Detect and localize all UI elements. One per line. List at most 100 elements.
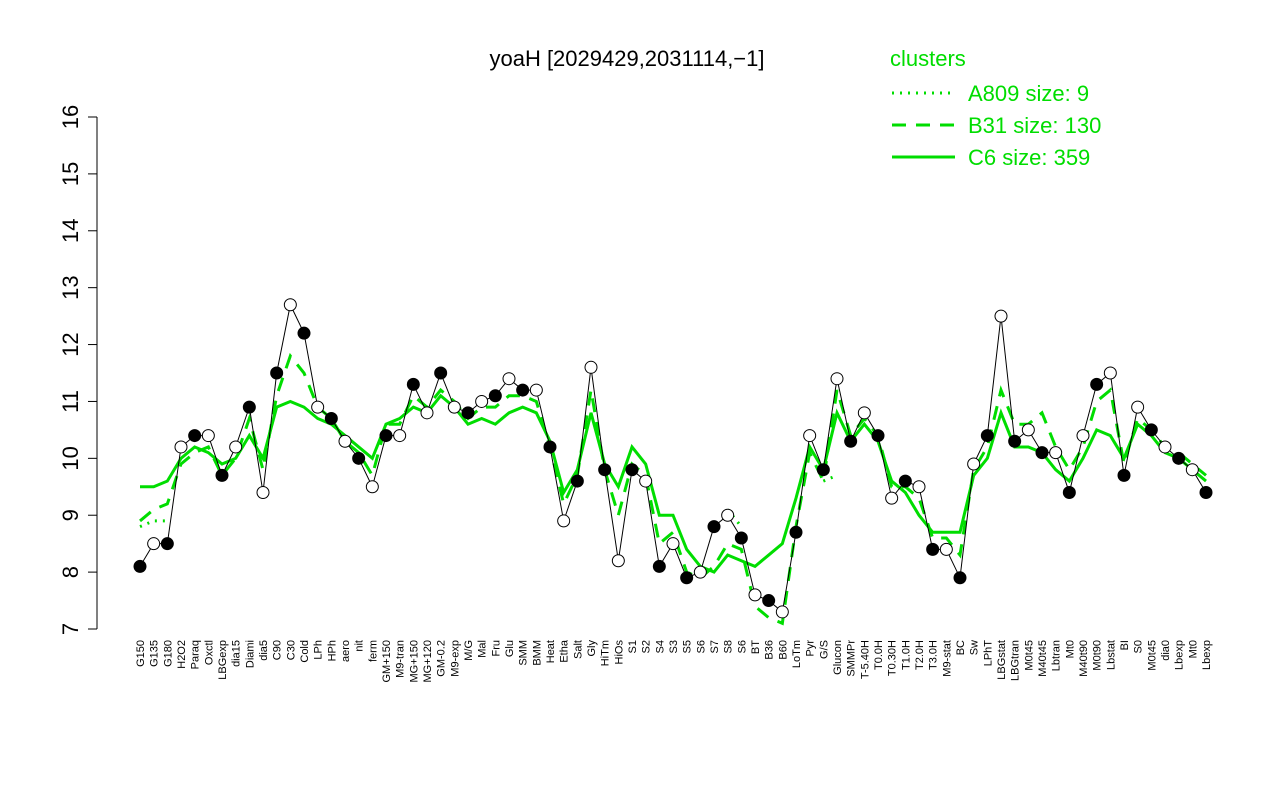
data-point: [1117, 468, 1131, 482]
x-tick-label: BC: [955, 640, 967, 655]
x-tick-label: LoTm: [791, 640, 803, 668]
data-point: [420, 406, 434, 420]
x-tick-label: Fru: [490, 640, 502, 657]
x-tick-label: S1: [627, 640, 639, 653]
x-tick-label: M40t45: [1037, 640, 1049, 677]
x-tick-label: S3: [668, 640, 680, 653]
data-point: [912, 480, 926, 494]
x-tick-label: Salt: [572, 640, 584, 659]
data-point: [762, 594, 776, 608]
x-tick-label: Pyr: [805, 640, 817, 657]
data-point: [1021, 423, 1035, 437]
x-tick-label: S8: [723, 640, 735, 653]
x-tick-label: LPh: [313, 640, 325, 660]
data-point: [516, 383, 530, 397]
x-tick-label: Sw: [969, 640, 981, 655]
data-point: [529, 383, 543, 397]
y-tick-label: 10: [58, 446, 83, 470]
x-tick-label: H2O2: [176, 640, 188, 669]
x-tick-label: Heat: [545, 640, 557, 663]
data-point: [611, 554, 625, 568]
x-tick-label: BMM: [531, 640, 543, 666]
data-point: [283, 298, 297, 312]
x-tick-label: Glucon: [832, 640, 844, 675]
data-point: [898, 474, 912, 488]
data-point: [256, 485, 270, 499]
data-point: [1076, 429, 1090, 443]
data-point: [215, 468, 229, 482]
x-tick-label: G135: [149, 640, 161, 667]
x-tick-label: M9-exp: [449, 640, 461, 677]
x-tick-label: aero: [340, 640, 352, 662]
data-point: [857, 406, 871, 420]
x-tick-label: M/G: [463, 640, 475, 661]
data-point: [1035, 446, 1049, 460]
x-tick-label: dia0: [1160, 640, 1172, 661]
x-tick-label: T2.0H: [914, 640, 926, 670]
data-point: [557, 514, 571, 528]
data-point: [270, 366, 284, 380]
data-point: [324, 412, 338, 426]
data-point: [1131, 400, 1145, 414]
cluster-line: [140, 393, 1207, 574]
y-tick-label: 14: [58, 219, 83, 243]
data-point: [365, 480, 379, 494]
x-tick-label: dia15: [231, 640, 243, 667]
data-point: [844, 434, 858, 448]
data-point: [133, 559, 147, 573]
data-point: [707, 520, 721, 534]
data-point: [379, 429, 393, 443]
x-tick-label: Paraq: [190, 640, 202, 669]
x-tick-label: M0t45: [1023, 640, 1035, 671]
x-tick-label: S7: [709, 640, 721, 653]
data-point: [434, 366, 448, 380]
x-tick-label: T0.30H: [887, 640, 899, 676]
x-tick-label: Lbtran: [1051, 640, 1063, 671]
x-tick-label: MG+150: [408, 640, 420, 683]
data-point: [734, 531, 748, 545]
x-tick-label: Mal: [477, 640, 489, 658]
chart-title: yoaH [2029429,2031114,−1]: [489, 46, 764, 71]
x-tick-label: Mt0: [1064, 640, 1076, 658]
x-tick-label: B60: [777, 640, 789, 660]
data-point: [160, 537, 174, 551]
data-point: [1103, 366, 1117, 380]
x-tick-label: HiOs: [613, 640, 625, 665]
data-point: [242, 400, 256, 414]
x-tick-label: Lbexp: [1174, 640, 1186, 670]
x-tick-label: T1.0H: [900, 640, 912, 670]
data-point: [406, 377, 420, 391]
data-point: [939, 542, 953, 556]
x-tick-label: Gly: [586, 640, 598, 657]
legend-label: A809 size: 9: [968, 81, 1089, 106]
x-tick-label: G150: [135, 640, 147, 667]
legend-label: B31 size: 130: [968, 113, 1101, 138]
data-point: [393, 429, 407, 443]
x-tick-label: LBGstat: [996, 640, 1008, 680]
data-point: [1049, 446, 1063, 460]
x-tick-label: MG+120: [422, 640, 434, 683]
x-tick-label: Lbstat: [1105, 640, 1117, 670]
data-point: [447, 400, 461, 414]
x-tick-label: dia5: [258, 640, 270, 661]
data-point: [789, 525, 803, 539]
cluster-line: [139, 352, 1207, 626]
legend-label: C6 size: 359: [968, 145, 1090, 170]
x-tick-label: M9-tran: [395, 640, 407, 678]
x-tick-label: Mt0: [1187, 640, 1199, 658]
x-tick-label: G/S: [818, 640, 830, 659]
data-point: [297, 326, 311, 340]
x-tick-label: M40t90: [1078, 640, 1090, 677]
x-tick-label: GM-0.2: [436, 640, 448, 677]
x-tick-label: T0.0H: [873, 640, 885, 670]
x-tick-label: S2: [641, 640, 653, 653]
x-tick-label: SMMPr: [846, 640, 858, 677]
data-point: [748, 588, 762, 602]
data-point: [1158, 440, 1172, 454]
x-tick-label: S6: [736, 640, 748, 653]
data-point: [830, 372, 844, 386]
x-tick-label: M0t45: [1146, 640, 1158, 671]
x-tick-label: LBGtran: [1010, 640, 1022, 681]
data-point: [475, 394, 489, 408]
